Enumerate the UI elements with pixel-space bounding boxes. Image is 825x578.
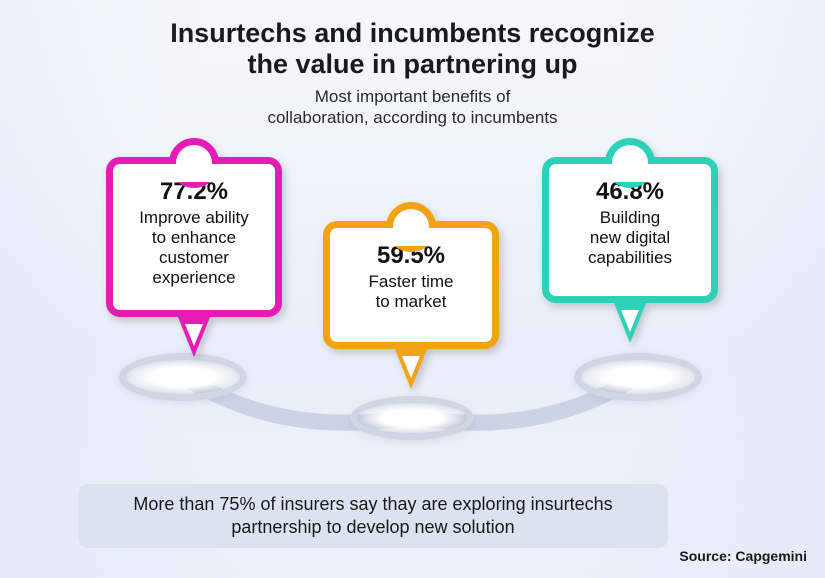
infographic-stage: 77.2%Improve abilityto enhancecustomerex…: [0, 129, 825, 499]
footer-line2: partnership to develop new solution: [231, 517, 514, 537]
source-name: Capgemini: [735, 548, 807, 564]
callout-ttm: 59.5%Faster timeto market: [323, 221, 499, 349]
callout-cx: 77.2%Improve abilityto enhancecustomerex…: [106, 157, 282, 317]
marker-ring-digital: [574, 353, 702, 401]
marker-ring-ttm: [350, 396, 474, 440]
callout-digital: 46.8%Buildingnew digitalcapabilities: [542, 157, 718, 303]
callout-desc-digital: Buildingnew digitalcapabilities: [588, 208, 672, 268]
subtitle-line1: Most important benefits of: [315, 87, 511, 106]
source-prefix: Source:: [679, 548, 735, 564]
page-subtitle: Most important benefits of collaboration…: [0, 86, 825, 129]
source-attribution: Source: Capgemini: [679, 548, 807, 564]
subtitle-line2: collaboration, according to incumbents: [267, 108, 557, 127]
footer-callout: More than 75% of insurers say thay are e…: [78, 484, 668, 548]
callout-desc-cx: Improve abilityto enhancecustomerexperie…: [139, 208, 249, 288]
marker-ring-cx: [119, 353, 247, 401]
callout-desc-ttm: Faster timeto market: [368, 272, 453, 312]
footer-line1: More than 75% of insurers say thay are e…: [133, 494, 612, 514]
page-title: Insurtechs and incumbents recognize the …: [0, 0, 825, 80]
title-line1: Insurtechs and incumbents recognize: [170, 18, 655, 48]
title-line2: the value in partnering up: [247, 49, 577, 79]
